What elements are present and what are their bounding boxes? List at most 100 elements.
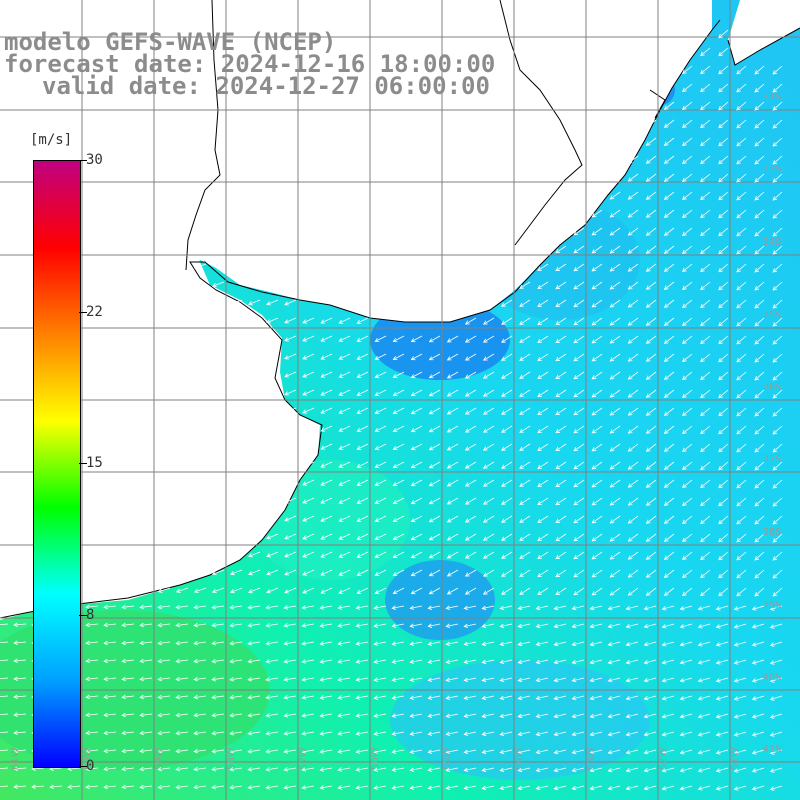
wind-arrow-head: [645, 429, 651, 434]
wind-arrow: [644, 641, 657, 646]
wind-arrow-head: [700, 51, 705, 57]
wind-arrow: [501, 425, 513, 433]
wind-arrow-head: [193, 766, 198, 772]
wind-arrow: [718, 137, 729, 147]
wind-arrow-head: [284, 571, 289, 576]
wind-arrow-head: [754, 106, 760, 111]
wind-arrow: [718, 101, 729, 111]
wind-arrow-head: [265, 677, 271, 682]
wind-arrow-head: [211, 604, 217, 610]
wind-arrow: [447, 479, 459, 487]
wind-arrow-head: [265, 605, 271, 610]
wind-arrow-head: [283, 641, 289, 646]
wind-arrow: [752, 731, 765, 736]
wind-arrow: [772, 83, 783, 93]
wind-arrow: [14, 785, 27, 788]
wind-arrow-head: [247, 713, 253, 718]
wind-arrow-head: [481, 785, 487, 791]
wind-arrow: [662, 677, 675, 682]
wind-arrow-head: [625, 659, 631, 665]
wind-arrow-head: [427, 731, 433, 736]
wind-arrow-head: [715, 606, 721, 611]
wind-arrow-head: [571, 767, 577, 773]
wind-arrow-head: [464, 590, 470, 595]
wind-arrow-head: [535, 695, 541, 701]
wind-arrow-head: [248, 301, 253, 306]
wind-arrow-head: [537, 446, 542, 451]
wind-arrow: [591, 281, 603, 290]
wind-arrow-head: [772, 430, 778, 435]
wind-arrow-head: [754, 340, 760, 345]
wind-arrow-head: [283, 605, 289, 610]
wind-arrow: [518, 695, 531, 700]
wind-arrow: [266, 569, 279, 575]
wind-arrow: [700, 101, 711, 110]
wind-arrow: [591, 407, 603, 416]
wind-arrow: [392, 641, 405, 645]
wind-arrow: [338, 317, 351, 324]
wind-arrow: [410, 641, 423, 645]
wind-arrow-head: [736, 159, 741, 165]
wind-arrow: [718, 245, 729, 255]
wind-arrow-head: [573, 591, 579, 596]
wind-arrow: [483, 461, 495, 469]
wind-arrow-head: [643, 624, 649, 629]
wind-arrow: [555, 497, 567, 506]
wind-arrow-head: [409, 785, 415, 790]
wind-arrow-head: [609, 393, 615, 398]
wind-arrow: [772, 443, 783, 453]
wind-arrow-head: [754, 286, 760, 291]
wind-arrow: [284, 623, 297, 627]
wind-arrow-head: [697, 678, 703, 683]
wind-arrow: [772, 497, 783, 507]
wind-arrow: [501, 515, 513, 523]
wind-arrow-head: [772, 340, 778, 345]
wind-arrow: [700, 569, 711, 578]
wind-arrow-head: [121, 712, 126, 718]
wind-arrow-head: [535, 785, 541, 791]
wind-arrow-head: [319, 731, 325, 736]
wind-arrow: [519, 389, 531, 397]
wind-arrow: [429, 479, 441, 487]
wind-arrow-head: [356, 337, 362, 342]
wind-arrow-head: [464, 374, 470, 379]
wind-arrow-head: [409, 767, 415, 772]
wind-arrow-head: [537, 320, 542, 325]
wind-arrow: [646, 281, 657, 290]
wind-arrow-head: [573, 231, 579, 236]
wind-arrow-head: [373, 731, 379, 736]
wind-arrow: [754, 407, 765, 417]
wind-arrow: [537, 569, 549, 577]
wind-arrow: [284, 785, 297, 789]
wind-arrow-head: [481, 677, 487, 683]
wind-arrow: [554, 731, 567, 736]
wind-arrow: [700, 335, 711, 344]
wind-arrow-head: [392, 571, 398, 577]
wind-arrow: [393, 335, 405, 342]
wind-arrow-head: [247, 659, 253, 664]
wind-arrow: [194, 263, 207, 269]
wind-arrow: [518, 767, 531, 772]
wind-arrow-head: [446, 518, 452, 523]
wind-arrow: [736, 551, 747, 561]
wind-arrow-head: [13, 766, 18, 772]
wind-arrow-head: [463, 713, 469, 719]
wind-arrow: [212, 623, 225, 627]
wind-arrow: [500, 785, 513, 790]
wind-arrow: [752, 785, 765, 790]
wind-arrow-head: [301, 641, 307, 646]
wind-arrow-head: [609, 249, 615, 254]
wind-arrow: [554, 605, 567, 610]
wind-arrow-head: [175, 712, 180, 718]
wind-arrow: [536, 641, 549, 646]
wind-arrow: [501, 497, 513, 505]
wind-arrow: [573, 407, 585, 416]
wind-arrow-head: [661, 606, 667, 611]
wind-arrow-head: [374, 553, 380, 558]
wind-arrow: [519, 497, 531, 505]
wind-arrow: [482, 785, 495, 789]
wind-arrow-head: [517, 785, 523, 791]
wind-arrow: [320, 569, 333, 576]
wind-arrow-head: [230, 570, 235, 576]
wind-arrow: [500, 731, 513, 736]
